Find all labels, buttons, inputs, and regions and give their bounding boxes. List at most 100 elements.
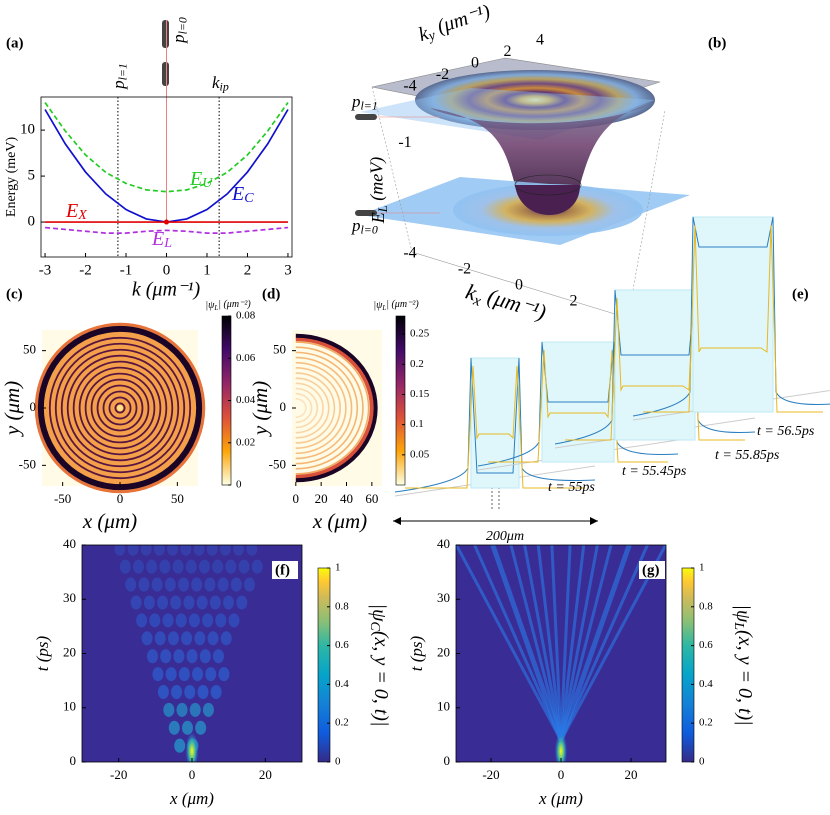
heatmap-ring (96, 384, 144, 432)
x-axis-label: x (μm) (538, 789, 583, 808)
heatmap-arc (295, 361, 347, 455)
y-tick-label: 40 (63, 536, 76, 551)
y-tick-label: 20 (63, 644, 76, 659)
heatmap-blob (195, 720, 207, 735)
colorbar-tick-label: 0.2 (335, 717, 349, 729)
heatmap-blob (178, 667, 190, 682)
heatmap-ray (559, 545, 572, 741)
panel-label: (f) (275, 562, 290, 578)
heatmap-arc (295, 346, 364, 470)
heatmap-blob (228, 613, 240, 628)
fill-box (470, 357, 520, 489)
heatmap-blob (183, 595, 195, 610)
box-edge (411, 251, 629, 319)
heatmap-blob (114, 545, 126, 556)
heatmap (34, 322, 206, 494)
heatmap (292, 330, 382, 486)
plot-frame (81, 544, 303, 763)
heatmap-blob (140, 545, 152, 556)
colorbar-label-part: |ψ (368, 604, 390, 622)
heatmap-blob (167, 631, 179, 646)
heatmap-blob (141, 631, 153, 646)
pump-label: pl=0 (351, 216, 378, 236)
heatmap-arc (295, 367, 341, 449)
heatmap-blob (215, 613, 227, 628)
z-axis-label-part: E (368, 212, 388, 224)
heatmap-blob (218, 667, 230, 682)
pump-label-part: l=1 (361, 98, 378, 112)
colorbar-tick-label: 0.4 (335, 678, 349, 690)
series-label: EC (231, 183, 254, 207)
heatmap-blob (205, 667, 217, 682)
heatmap-blob (189, 702, 201, 717)
heatmap-ring (102, 390, 138, 426)
y-tick-label: -50 (269, 456, 286, 471)
heatmap-ray (558, 545, 632, 742)
colorbar-tick-label: 0.25 (410, 328, 430, 340)
heatmap-blob (136, 613, 148, 628)
heatmap-arc (295, 333, 378, 483)
heatmap-ray (473, 545, 563, 741)
pump-label-part: p (351, 216, 361, 235)
pump-dot (164, 219, 169, 225)
y-axis-label: y (μm) (248, 381, 272, 437)
colorbar-label-part: (x, y = 0, t)| (370, 631, 392, 727)
heatmap-blob (223, 595, 235, 610)
heatmap-blob (138, 577, 150, 592)
x-tick-label: -20 (110, 767, 127, 782)
x-tick-label: -3 (39, 262, 52, 278)
heatmap-ring (66, 354, 174, 462)
pump-label-part: p (351, 92, 361, 111)
heatmap-blob (154, 631, 166, 646)
heatmap-blob (168, 720, 180, 735)
pump-label: pl=1 (109, 63, 129, 90)
heatmap-arc (295, 387, 319, 429)
heatmap-blob (176, 702, 188, 717)
x-axis-label: x (μm) (312, 509, 367, 533)
x-tick-label: 2 (244, 262, 252, 278)
y-tick-label: 20 (437, 644, 450, 659)
y-tick-label: 10 (20, 122, 35, 138)
heatmap-blob (172, 559, 184, 574)
colorbar-tick-label: 0 (699, 756, 705, 768)
heatmap-blob (143, 595, 155, 610)
pump-label: pl=1 (351, 92, 378, 112)
heatmap-ring (72, 360, 168, 456)
panel-label: (c) (6, 286, 23, 302)
fill-box (692, 216, 774, 413)
colorbar-label-part: L (381, 304, 386, 312)
colorbar-tick-label: 0.04 (236, 394, 256, 406)
heatmap-ray (559, 545, 649, 741)
y-tick-label: 30 (63, 590, 76, 605)
y-tick-label: 50 (273, 342, 286, 357)
heatmap-blob (202, 702, 214, 717)
colorbar-label-part: |ψ (205, 300, 215, 311)
x-tick-label: 3 (284, 262, 292, 278)
colorbar-label-part: (x, y = 0, t)| (734, 630, 756, 726)
colorbar-label: |ψL| (μm⁻²) (205, 299, 251, 311)
wave-yellow (565, 297, 745, 441)
colorbar-tick-label: 0.1 (410, 418, 424, 430)
y-tick-label: 0 (70, 753, 77, 768)
curve (44, 102, 289, 193)
colorbar-tick-label: 0.8 (699, 600, 713, 612)
plot-frame (455, 544, 667, 763)
heatmap-ring (37, 325, 203, 491)
heatmap-blob (167, 545, 179, 556)
heatmap-blob (233, 545, 245, 556)
heatmap-ray (523, 545, 563, 741)
ky-tick-label: 0 (471, 55, 479, 72)
heatmap-arc (295, 382, 324, 434)
heatmap-arc (295, 377, 330, 439)
heatmap-bg (292, 330, 382, 486)
heatmap-ray (559, 545, 586, 741)
series-label: EL (151, 228, 172, 252)
ky-tick-label: -4 (403, 78, 416, 95)
wave-yellow (643, 224, 823, 413)
heatmap-blob (188, 613, 200, 628)
heatmap-blob (157, 684, 169, 700)
colorbar-label-part: | (μm⁻²) (386, 299, 419, 310)
time-label: t = 55.85ps (715, 448, 780, 463)
panel-label: (d) (262, 286, 280, 302)
heatmap-blob (186, 649, 198, 664)
